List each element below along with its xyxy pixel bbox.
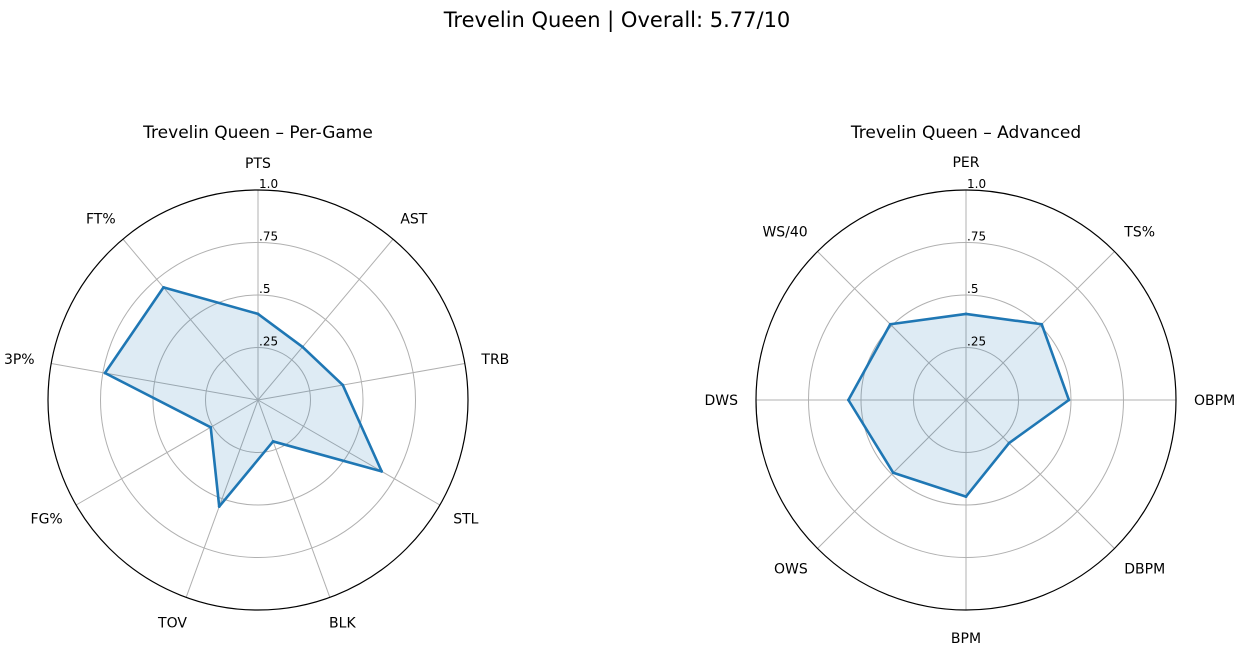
r-tick-label: .75 [259,230,278,244]
axis-label-stl: STL [453,512,478,528]
grid-spoke [257,238,394,401]
series-fill [848,313,1069,497]
data-point-ows [891,471,895,475]
axis-label-pts: PTS [245,156,271,172]
data-point-dbpm [1007,441,1011,445]
grid-spoke [122,238,259,401]
r-tick-label: .5 [259,282,270,296]
radar-chart-per-game: Trevelin Queen – Per-Game .25 .5 .75 1.0 PTS A… [4,123,509,632]
axis-label-ts-pct: TS% [1123,225,1155,241]
data-point-3p-pct [103,371,107,375]
axis-label-ast: AST [400,211,427,227]
radar-chart-advanced: Trevelin Queen – Advanced .25 .5 .75 1.0 PER T… [704,123,1234,647]
grid-spoke [257,399,331,598]
r-tick-label: 1.0 [967,177,986,191]
grid-spoke [51,363,259,401]
r-tick-label: 1.0 [259,177,278,191]
polar-frame [47,189,469,611]
data-point-trb [341,383,345,387]
data-point-ws-per-40 [888,322,892,326]
grid-spoke [257,363,465,401]
chart-title: Trevelin Queen – Advanced [850,123,1081,143]
axis-label-3p-pct: 3P% [4,352,35,368]
axis-label-ows: OWS [774,561,808,577]
series-fill [104,287,382,507]
axis-label-bpm: BPM [951,631,981,647]
data-point-pts [256,312,260,316]
grid-spoke [185,399,259,598]
data-point-tov [217,505,221,508]
axis-label-fg-pct: FG% [31,512,63,528]
data-point-obpm [1067,398,1071,402]
data-point-ast [301,345,304,349]
data-point-ts-pct [1040,322,1044,326]
axis-label-dws: DWS [704,393,738,409]
data-point-blk [271,440,275,443]
axis-label-ws-per-40: WS/40 [762,225,807,241]
data-point-bpm [964,495,968,498]
r-tick-label: .25 [967,335,986,349]
axis-label-ft-pct: FT% [86,211,116,227]
grid-spoke [965,251,1115,401]
axis-label-trb: TRB [480,352,509,368]
figure-title: Trevelin Queen | Overall: 5.77/10 [443,8,791,32]
series-line [103,286,383,508]
grid-spoke [965,399,1115,549]
grid-spoke [75,399,259,506]
data-point-dws [847,398,850,402]
r-tick-label: .75 [967,230,986,244]
r-tick-label: .25 [259,335,278,349]
axis-label-obpm: OBPM [1194,393,1234,409]
axis-label-blk: BLK [329,616,356,632]
data-point-per [964,312,968,316]
grid-spoke [817,251,967,401]
data-point-fg-pct [209,425,213,429]
chart-title: Trevelin Queen – Per-Game [142,123,373,143]
data-point-ft-pct [162,285,165,289]
grid-spoke [257,399,441,506]
data-point-stl [380,470,384,473]
axis-label-dbpm: DBPM [1124,561,1165,577]
axis-label-tov: TOV [157,616,187,632]
polar-frame [755,189,1177,611]
grid-spoke [817,399,967,549]
axis-label-per: PER [952,155,979,171]
r-tick-label: .5 [967,282,978,296]
